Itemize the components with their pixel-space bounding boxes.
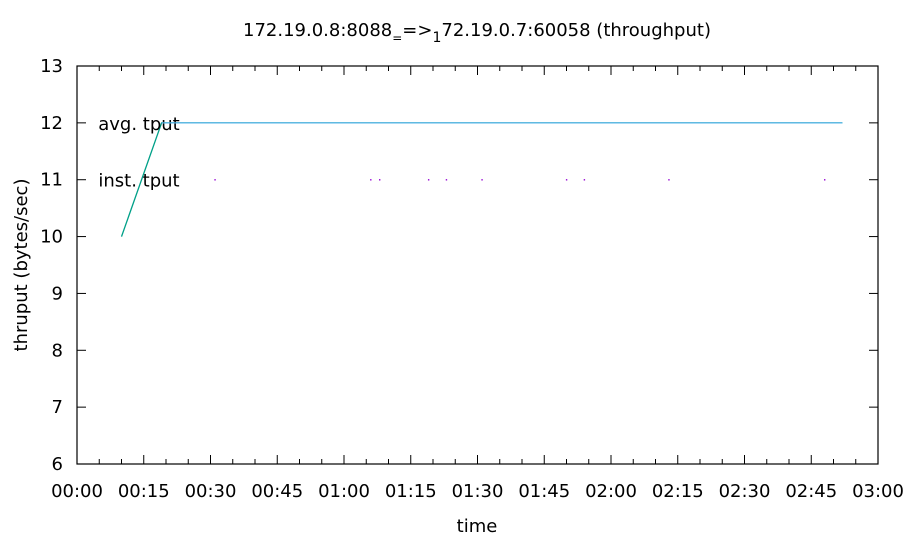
title-subscript-2: 1 [432,30,441,46]
plot-frame [76,65,879,465]
data-point-2-7 [583,179,586,181]
title-part-1: 172.19.0.8:8088 [243,20,392,41]
data-point-2-5 [481,179,483,181]
data-point-2-1 [370,179,372,181]
chart-title: 172.19.0.8:8088==>172.19.0.7:60058 (thro… [243,20,711,46]
series-0: avg. tput [98,114,843,237]
x-tick-label-2: 00:30 [185,481,237,502]
x-tick-label-5: 01:15 [385,481,437,502]
data-point-2-6 [565,179,568,181]
y-tick-label-1: 7 [52,397,63,418]
y-tick-label-4: 10 [40,227,63,248]
x-tick-label-9: 02:15 [652,481,704,502]
data-point-2-0 [214,179,216,181]
y-tick-label-5: 11 [40,170,63,191]
x-tick-label-1: 00:15 [118,481,170,502]
x-tick-label-6: 01:30 [452,481,504,502]
data-point-2-4 [445,179,448,181]
y-tick-label-2: 8 [52,340,63,361]
y-tick-label-3: 9 [52,283,63,304]
y-tick-label-7: 13 [40,56,63,77]
y-tick-label-0: 6 [52,454,63,475]
x-tick-label-4: 01:00 [318,481,370,502]
series-2: inst. tput [98,171,826,192]
data-point-2-2 [379,179,381,181]
plot-area: avg. tput inst. tput [98,114,843,237]
data-point-2-8 [668,179,670,181]
x-tick-label-7: 01:45 [518,481,570,502]
x-tick-label-11: 02:45 [785,481,837,502]
title-part-3: 72.19.0.7:60058 (throughput) [441,20,711,41]
axis-ticks: 00:00 00:15 00:30 00:45 01:00 01:15 01:30 01:45… [40,56,904,502]
x-tick-label-10: 02:30 [719,481,771,502]
data-point-2-9 [824,179,826,181]
title-subscript-1: = [392,31,402,45]
x-tick-label-8: 02:00 [585,481,637,502]
y-axis-label: thruput (bytes/sec) [11,179,32,352]
series-label-0: avg. tput [98,114,180,135]
series-label-2: inst. tput [98,171,179,192]
x-tick-label-12: 03:00 [852,481,904,502]
title-part-2: => [402,20,432,41]
x-tick-label-3: 00:45 [251,481,303,502]
x-axis-label: time [457,516,498,537]
y-tick-label-6: 12 [40,113,63,134]
data-point-2-3 [427,179,430,181]
x-tick-label-0: 00:00 [51,481,103,502]
